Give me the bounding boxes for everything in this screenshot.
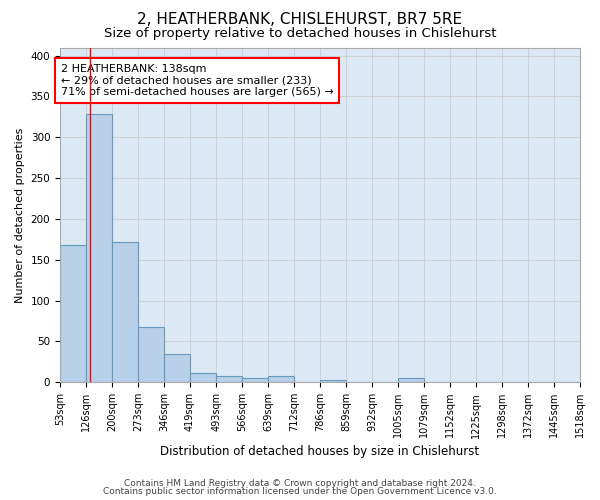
X-axis label: Distribution of detached houses by size in Chislehurst: Distribution of detached houses by size …	[160, 444, 479, 458]
Bar	[190, 373, 216, 382]
Bar	[268, 376, 294, 382]
Bar	[60, 245, 86, 382]
Text: 2, HEATHERBANK, CHISLEHURST, BR7 5RE: 2, HEATHERBANK, CHISLEHURST, BR7 5RE	[137, 12, 463, 28]
Bar	[86, 114, 112, 382]
Bar	[242, 378, 268, 382]
Text: Size of property relative to detached houses in Chislehurst: Size of property relative to detached ho…	[104, 28, 496, 40]
Bar	[164, 354, 190, 382]
Bar	[320, 380, 346, 382]
Text: 2 HEATHERBANK: 138sqm
← 29% of detached houses are smaller (233)
71% of semi-det: 2 HEATHERBANK: 138sqm ← 29% of detached …	[61, 64, 334, 97]
Bar	[398, 378, 424, 382]
Bar	[138, 326, 164, 382]
Bar	[112, 242, 138, 382]
Bar	[216, 376, 242, 382]
Text: Contains public sector information licensed under the Open Government Licence v3: Contains public sector information licen…	[103, 487, 497, 496]
Text: Contains HM Land Registry data © Crown copyright and database right 2024.: Contains HM Land Registry data © Crown c…	[124, 478, 476, 488]
Y-axis label: Number of detached properties: Number of detached properties	[15, 127, 25, 302]
